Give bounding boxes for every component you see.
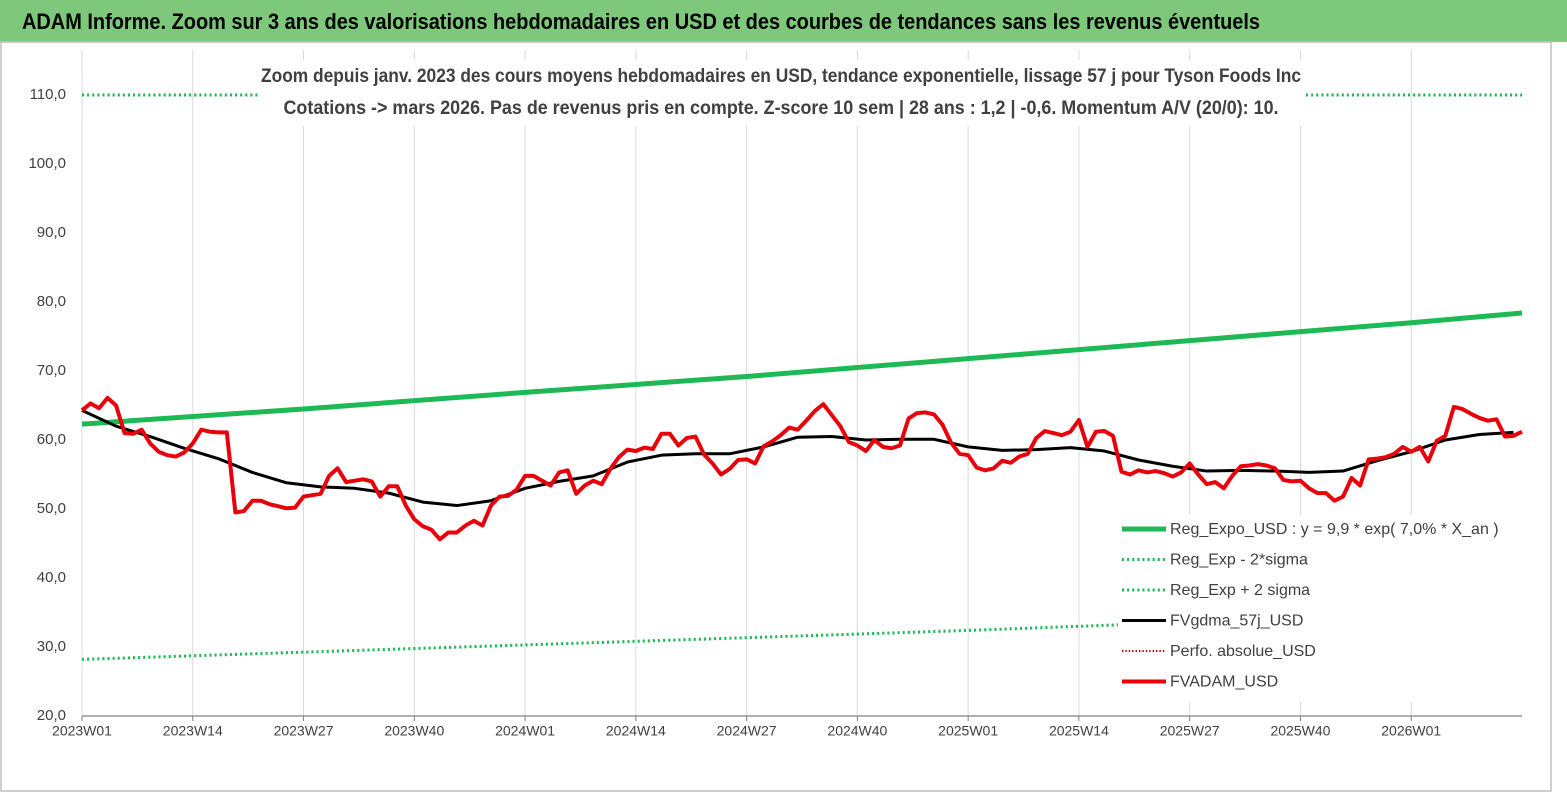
x-tick-label: 2025W27 bbox=[1160, 723, 1220, 739]
y-tick-label: 50,0 bbox=[37, 500, 66, 517]
x-tick-label: 2025W01 bbox=[938, 723, 998, 739]
x-tick-label: 2026W01 bbox=[1381, 723, 1441, 739]
series-line bbox=[81, 310, 1523, 427]
header-band bbox=[0, 0, 1567, 42]
x-tick-label: 2024W14 bbox=[606, 723, 666, 739]
y-tick-label: 110,0 bbox=[30, 86, 66, 103]
title-box bbox=[258, 60, 1306, 126]
x-tick-label: 2025W40 bbox=[1270, 723, 1330, 739]
x-tick-label: 2023W27 bbox=[274, 723, 334, 739]
y-tick-label: 30,0 bbox=[37, 638, 66, 655]
chart-frame bbox=[0, 41, 1552, 792]
y-tick-label: 100,0 bbox=[28, 155, 66, 172]
legend-label: Reg_Exp + 2 sigma bbox=[1170, 582, 1310, 599]
x-tick-label: 2024W01 bbox=[495, 723, 555, 739]
legend-label: FVADAM_USD bbox=[1170, 674, 1278, 691]
chart-subtitle: Cotations -> mars 2026. Pas de revenus p… bbox=[284, 98, 1279, 119]
y-tick-label: 70,0 bbox=[37, 362, 66, 379]
y-tick-label: 80,0 bbox=[37, 293, 66, 310]
legend-label: Reg_Exp - 2*sigma bbox=[1170, 552, 1308, 569]
x-tick-label: 2024W40 bbox=[827, 723, 887, 739]
y-tick-label: 90,0 bbox=[37, 224, 66, 241]
series-line bbox=[80, 395, 1523, 542]
chart-title: Zoom depuis janv. 2023 des cours moyens … bbox=[261, 66, 1301, 87]
x-tick-label: 2024W27 bbox=[717, 723, 777, 739]
y-tick-label: 60,0 bbox=[37, 431, 66, 448]
y-tick-label: 20,0 bbox=[37, 707, 66, 724]
legend-label: Reg_Expo_USD : y = 9,9 * exp( 7,0% * X_a… bbox=[1170, 521, 1499, 538]
legend-label: Perfo. absolue_USD bbox=[1170, 643, 1316, 660]
page-title: ADAM Informe. Zoom sur 3 ans des valoris… bbox=[22, 9, 1260, 34]
y-tick-label: 40,0 bbox=[37, 569, 66, 586]
legend-label: FVgdma_57j_USD bbox=[1170, 613, 1303, 630]
plot-area: 20,0 30,0 40,0 50,0 60,0 70,0 80,0 90,0 100,0 110… bbox=[28, 50, 1523, 739]
x-tick-label: 2023W40 bbox=[384, 723, 444, 739]
x-tick-label: 2025W14 bbox=[1049, 723, 1109, 739]
x-tick-label: 2023W01 bbox=[52, 723, 112, 739]
legend-box bbox=[1118, 515, 1522, 702]
x-tick-label: 2023W14 bbox=[163, 723, 223, 739]
legend: Reg_Expo_USD : y = 9,9 * exp( 7,0% * X_a… bbox=[1118, 515, 1522, 702]
